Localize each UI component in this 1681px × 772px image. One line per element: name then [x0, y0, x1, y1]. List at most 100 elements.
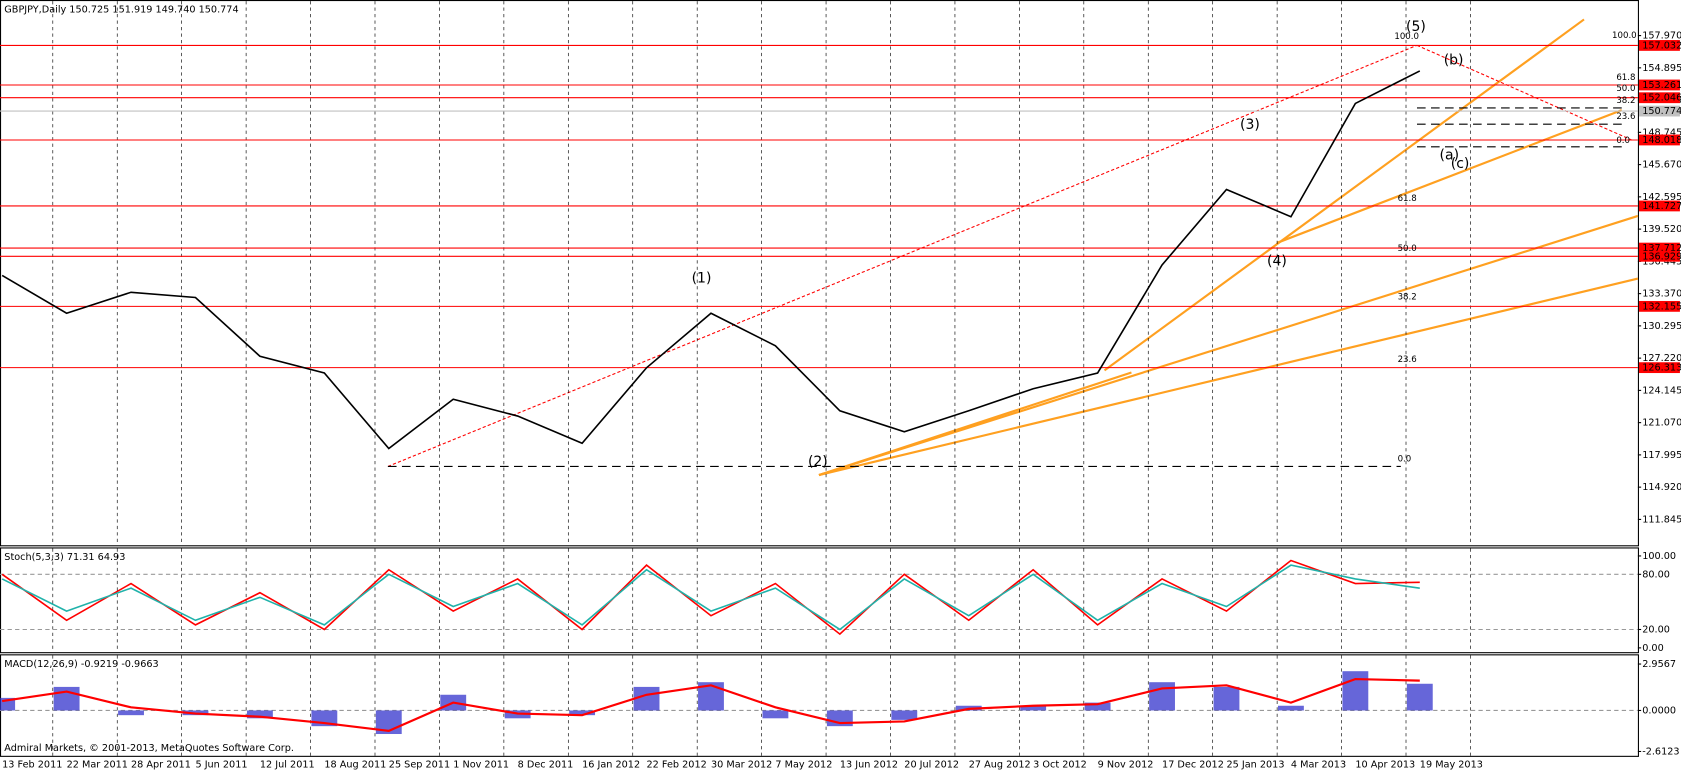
macd-bar [1020, 705, 1047, 711]
macd-bar [762, 710, 789, 719]
trend-line [818, 277, 1639, 477]
x-tick-label: 13 Jun 2012 [840, 759, 898, 770]
level-box [1638, 300, 1680, 312]
wave-label: (1) [692, 271, 712, 287]
y-tick-label: 2.9567 [1642, 659, 1676, 670]
y-tick-label: 142.595 [1642, 192, 1681, 203]
y-tick-label: 0.00 [1642, 643, 1664, 654]
macd-bar [1213, 686, 1240, 711]
level-box [1638, 40, 1680, 51]
y-tick-label: 130.295 [1642, 321, 1681, 332]
y-tick-label: 117.995 [1642, 450, 1681, 461]
x-tick-label: 10 Apr 2013 [1355, 759, 1415, 770]
x-tick-label: 13 Feb 2011 [2, 759, 62, 770]
x-tick-label: 3 Oct 2012 [1033, 759, 1087, 770]
level-box [1638, 79, 1680, 91]
y-tick-label: 133.370 [1642, 289, 1681, 300]
level-box [1638, 250, 1680, 262]
level-box [1638, 92, 1680, 104]
y-tick-label: 136.445 [1642, 256, 1681, 267]
fib-label: 0.0 [1616, 136, 1630, 146]
level-box [1638, 105, 1680, 117]
x-tick-label: 25 Sep 2011 [389, 759, 450, 770]
level-label: 153.261 [1642, 80, 1681, 91]
x-tick-label: 25 Jan 2013 [1226, 759, 1284, 770]
trend-line [1103, 18, 1585, 372]
x-tick-label: 16 Jan 2012 [582, 759, 640, 770]
x-tick-label: 28 Apr 2011 [131, 759, 191, 770]
trend-line [818, 214, 1639, 477]
x-tick-label: 12 Jul 2011 [260, 759, 315, 770]
wave-label: (a) [1440, 147, 1460, 163]
x-tick-label: 20 Jul 2012 [904, 759, 959, 770]
macd-bar [1277, 705, 1304, 711]
price-line [1, 70, 1421, 450]
level-box [1638, 242, 1680, 254]
y-tick-label: 111.845 [1642, 514, 1681, 525]
macd-bar [1406, 683, 1433, 711]
x-tick-label: 18 Aug 2011 [324, 759, 386, 770]
fib-label: 61.8 [1398, 194, 1417, 204]
fib-label: 61.8 [1616, 73, 1635, 83]
panel-title: MACD(12,26,9) -0.9219 -0.9663 [4, 659, 158, 670]
level-label: 136.929 [1642, 251, 1681, 262]
level-label: 148.018 [1642, 135, 1681, 146]
wave-label: (c) [1451, 156, 1470, 172]
fib-label: 50.0 [1398, 244, 1417, 254]
macd-bar [1149, 682, 1175, 711]
x-tick-label: 19 May 2013 [1420, 759, 1483, 770]
y-tick-label: 80.00 [1642, 569, 1670, 580]
x-tick-label: 7 May 2012 [775, 759, 832, 770]
level-label: 152.046 [1642, 93, 1681, 104]
x-tick-label: 1 Nov 2011 [453, 759, 509, 770]
macd-bar [246, 710, 273, 719]
level-label: 157.032 [1642, 40, 1681, 51]
y-tick-label: 127.220 [1642, 353, 1681, 364]
stoch-line [1, 559, 1420, 636]
x-tick-label: 9 Nov 2012 [1098, 759, 1154, 770]
x-tick-label: 22 Mar 2011 [67, 759, 128, 770]
fib-label: 0.0 [1398, 454, 1412, 464]
x-tick-label: 17 Dec 2012 [1162, 759, 1224, 770]
y-tick-label: 121.070 [1642, 418, 1681, 429]
level-label: 141.727 [1642, 201, 1681, 212]
x-tick-label: 27 Aug 2012 [969, 759, 1031, 770]
level-box [1638, 362, 1680, 374]
wave-label: (5) [1406, 19, 1426, 35]
fib-label: 50.0 [1616, 84, 1635, 94]
y-tick-label: 0.0000 [1642, 705, 1676, 716]
macd-bar [1342, 671, 1369, 711]
x-tick-label: 4 Mar 2013 [1291, 759, 1346, 770]
price-frame [0, 0, 1639, 547]
signal-line [1, 677, 1420, 732]
level-label: 150.774 [1642, 106, 1681, 117]
fib-label: 38.2 [1398, 292, 1417, 302]
wave-label: (2) [808, 454, 828, 470]
y-tick-label: 114.920 [1642, 482, 1681, 493]
x-tick-label: 8 Dec 2011 [518, 759, 574, 770]
y-tick-label: 124.145 [1642, 385, 1681, 396]
panel-title: GBPJPY,Daily 150.725 151.919 149.740 150… [4, 5, 238, 16]
macd-bar [569, 710, 596, 716]
level-box [1638, 134, 1680, 146]
layout [0, 0, 1639, 757]
wave-line [1416, 44, 1633, 141]
y-tick-label: -2.6123 [1642, 746, 1679, 757]
fib-label: 100.0 [1394, 32, 1419, 42]
wave-label: (b) [1444, 52, 1464, 68]
wave-label: (4) [1267, 253, 1287, 269]
trend-line [818, 371, 1132, 477]
y-tick-label: 148.745 [1642, 127, 1681, 138]
macd-bar [53, 686, 80, 711]
y-tick-label: 157.970 [1642, 31, 1681, 42]
wave-label: (3) [1240, 117, 1260, 133]
level-label: 132.155 [1642, 301, 1681, 312]
panel-title: Stoch(5,3,3) 71.31 64.93 [4, 552, 125, 563]
fib-label: 100.0 [1612, 31, 1637, 41]
copyright: Admiral Markets, © 2001-2013, MetaQuotes… [4, 743, 294, 754]
level-label: 137.712 [1642, 243, 1681, 254]
fib-label: 38.2 [1616, 96, 1635, 106]
